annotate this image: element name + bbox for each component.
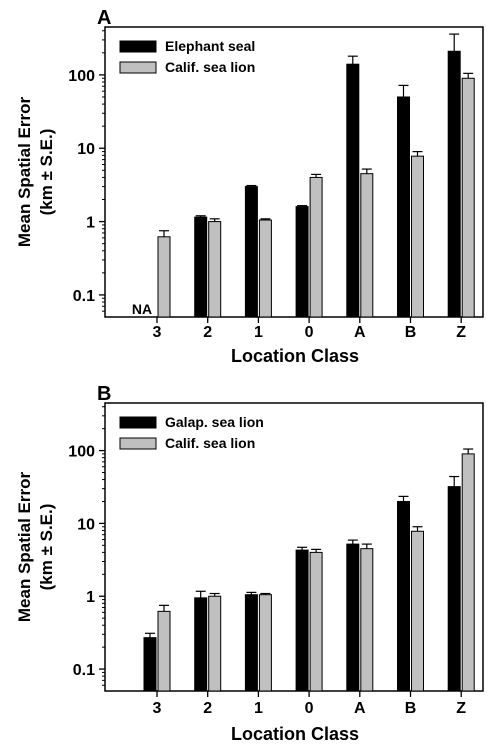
y-axis-label-line-2: (km ± S.E.)	[37, 129, 56, 216]
y-tick-label: 0.1	[73, 288, 95, 305]
bar-series-2	[360, 548, 374, 692]
legend-label: Galap. sea lion	[165, 414, 264, 430]
x-tick-label: B	[405, 324, 417, 341]
x-tick-label: 1	[254, 324, 263, 341]
legend-swatch	[119, 40, 157, 53]
x-tick-label: 0	[305, 324, 314, 341]
bar-series-2	[157, 236, 171, 318]
bar-series-1	[447, 50, 461, 318]
x-tick-label: 0	[305, 700, 314, 717]
plot-frame	[104, 26, 484, 318]
y-tick-label: 0.1	[73, 662, 95, 679]
plot-frame	[104, 402, 484, 692]
bar-series-2	[208, 595, 222, 692]
na-annotation: NA	[132, 301, 152, 317]
bar-series-2	[258, 219, 272, 318]
bar-series-2	[411, 530, 424, 692]
x-tick-label: 3	[153, 324, 162, 341]
legend-swatch	[119, 61, 157, 74]
x-tick-label: 3	[153, 700, 162, 717]
x-tick-label: 2	[203, 324, 212, 341]
legend-label: Elephant seal	[165, 38, 255, 54]
bar-series-1	[397, 500, 410, 692]
legend-label: Calif. sea lion	[165, 435, 255, 451]
y-axis-label-line-2: (km ± S.E.)	[37, 504, 56, 591]
bar-series-1	[194, 216, 208, 318]
y-tick-label: 10	[77, 141, 95, 158]
legend-swatch	[119, 437, 157, 450]
x-axis-label: Location Class	[231, 724, 359, 744]
x-tick-label: Z	[456, 324, 466, 341]
bar-series-1	[346, 543, 360, 692]
legend-label: Calif. sea lion	[165, 59, 255, 75]
x-tick-label: 1	[254, 700, 263, 717]
bar-series-2	[309, 551, 323, 692]
y-axis-label-line-1: Mean Spatial Error	[15, 472, 34, 623]
x-tick-label: A	[354, 700, 366, 717]
bar-series-2	[258, 594, 272, 692]
panel-label: A	[97, 7, 111, 29]
x-tick-label: A	[354, 324, 366, 341]
y-tick-label: 100	[68, 444, 95, 461]
x-tick-label: B	[405, 700, 417, 717]
bar-series-2	[461, 453, 475, 692]
bar-series-1	[194, 597, 208, 692]
x-tick-label: 2	[203, 700, 212, 717]
bar-series-1	[295, 206, 309, 318]
bar-series-1	[244, 594, 258, 692]
y-axis-label: Mean Spatial Error (km ± S.E.)	[15, 472, 56, 623]
bar-series-1	[346, 63, 360, 318]
y-tick-label: 10	[77, 516, 95, 533]
bar-series-1	[244, 186, 258, 318]
bar-series-1	[143, 637, 157, 692]
bar-series-2	[360, 173, 374, 318]
y-axis-label: Mean Spatial Error (km ± S.E.)	[15, 97, 56, 248]
panel-label: B	[97, 383, 111, 405]
bar-series-2	[157, 610, 171, 692]
bar-series-2	[208, 221, 222, 318]
bar-series-1	[447, 486, 461, 692]
bar-series-1	[295, 549, 309, 692]
bar-series-2	[411, 155, 424, 318]
bar-series-2	[309, 176, 323, 318]
x-tick-label: Z	[456, 700, 466, 717]
y-tick-label: 1	[86, 589, 95, 606]
y-tick-label: 1	[86, 215, 95, 232]
y-tick-label: 100	[68, 68, 95, 85]
bar-series-2	[461, 77, 475, 318]
x-axis-label: Location Class	[231, 346, 359, 366]
legend-swatch	[119, 416, 157, 429]
bar-series-1	[397, 96, 410, 318]
y-axis-label-line-1: Mean Spatial Error	[15, 97, 34, 248]
